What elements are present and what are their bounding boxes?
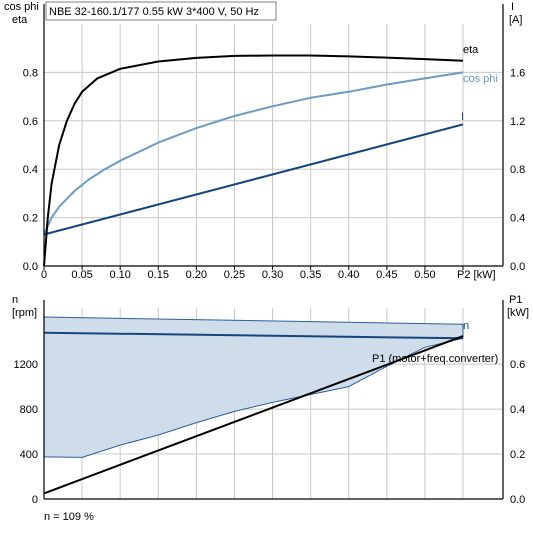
- top-left-tick-label: 0.4: [23, 164, 38, 176]
- x-tick-label: 0.10: [109, 269, 130, 281]
- x-tick-label: 0.25: [224, 269, 245, 281]
- speed-footnote: n = 109 %: [44, 511, 94, 523]
- speed-band-area: [44, 317, 463, 458]
- top-left-axis-title: eta: [12, 14, 28, 26]
- top-right-axis-title: [A]: [509, 14, 522, 26]
- tick-labels: 0 0.05 0.10 0.15 0.20 0.25 0.30 0.35 0.40 0.45 0.5…: [14, 67, 526, 506]
- bottom-left-axis-title: [rpm]: [12, 307, 37, 319]
- speed-series-label: n: [463, 320, 469, 332]
- x-tick-label: 0.05: [71, 269, 92, 281]
- bottom-left-tick-label: 800: [20, 404, 38, 416]
- bottom-right-tick-label: 0.0: [510, 494, 525, 506]
- chart-series: [43, 54, 464, 495]
- x-tick-label: 0: [41, 269, 47, 281]
- cosphi-series-label: cos phi: [463, 73, 498, 85]
- x-tick-label: 0.20: [186, 269, 207, 281]
- x-axis-label: P2 [kW]: [457, 269, 496, 281]
- p1-series-label: P1 (motor+freq.converter): [372, 353, 498, 365]
- bottom-right-tick-label: 0.2: [510, 449, 525, 461]
- bottom-left-tick-label: 0: [32, 494, 38, 506]
- bottom-right-axis-title: P1: [509, 294, 522, 306]
- x-tick-label: 0.30: [262, 269, 283, 281]
- x-tick-label: 0.50: [414, 269, 435, 281]
- current-curve: [43, 123, 464, 236]
- x-tick-label: 0.40: [338, 269, 359, 281]
- bottom-left-axis-title: n: [12, 294, 18, 306]
- top-left-axis-title: cos phi: [4, 1, 39, 13]
- cosphi-curve: [43, 71, 464, 235]
- x-tick-label: 0.15: [148, 269, 169, 281]
- p1-curve: [43, 335, 464, 495]
- eta-curve: [43, 54, 464, 267]
- bottom-right-axis-title: [kW]: [507, 307, 529, 319]
- top-right-tick-label: 0.4: [510, 213, 525, 225]
- current-series-label: I: [461, 111, 464, 123]
- top-right-tick-label: 0.8: [510, 164, 525, 176]
- header-box-text: NBE 32-160.1/177 0.55 kW 3*400 V, 50 Hz: [49, 6, 259, 18]
- x-tick-label: 0.45: [376, 269, 397, 281]
- top-right-tick-label: 0.0: [510, 261, 525, 273]
- speed-band-upper-edge: [43, 316, 464, 325]
- chart-frames: [43, 4, 504, 500]
- top-right-tick-label: 1.2: [510, 116, 525, 128]
- top-left-tick-label: 0.2: [23, 213, 38, 225]
- bottom-left-tick-label: 1200: [14, 359, 38, 371]
- top-right-axis-title: I: [511, 1, 514, 13]
- bottom-right-tick-label: 0.4: [510, 404, 525, 416]
- header-box-frame: [45, 1, 277, 21]
- top-left-tick-label: 0.6: [23, 116, 38, 128]
- top-left-tick-label: 0.8: [23, 67, 38, 79]
- bottom-left-tick-label: 400: [20, 449, 38, 461]
- top-left-tick-label: 0.0: [23, 261, 38, 273]
- bottom-right-tick-label: 0.6: [510, 359, 525, 371]
- x-tick-label: 0.35: [300, 269, 321, 281]
- speed-curve: [43, 331, 464, 340]
- top-right-tick-label: 1.6: [510, 67, 525, 79]
- eta-series-label: eta: [463, 44, 479, 56]
